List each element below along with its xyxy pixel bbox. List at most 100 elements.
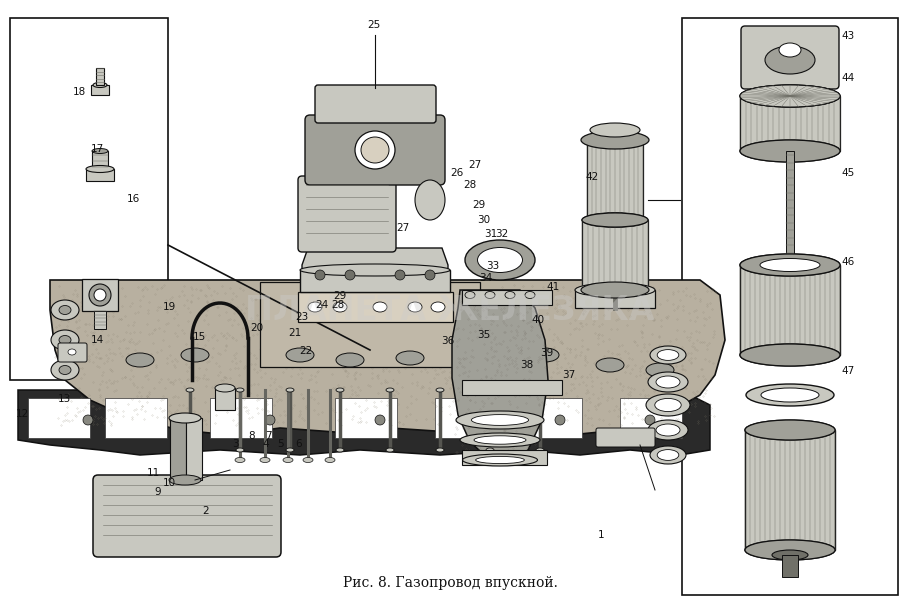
Ellipse shape — [581, 131, 649, 149]
Ellipse shape — [536, 448, 544, 452]
Ellipse shape — [215, 384, 235, 392]
Ellipse shape — [581, 282, 649, 298]
Ellipse shape — [336, 353, 364, 367]
Bar — [740, 96, 840, 151]
Ellipse shape — [436, 388, 444, 392]
Text: 30: 30 — [478, 215, 491, 225]
Ellipse shape — [260, 458, 270, 463]
Ellipse shape — [740, 140, 840, 162]
Text: 26: 26 — [451, 168, 464, 178]
Text: 29: 29 — [334, 291, 346, 301]
Ellipse shape — [59, 336, 71, 345]
Ellipse shape — [373, 302, 387, 312]
Polygon shape — [302, 248, 448, 270]
Ellipse shape — [505, 291, 515, 299]
Ellipse shape — [415, 180, 445, 220]
Bar — [435, 398, 497, 438]
Bar — [462, 450, 547, 465]
Ellipse shape — [286, 388, 294, 392]
Ellipse shape — [657, 450, 679, 460]
Circle shape — [265, 415, 275, 425]
Ellipse shape — [655, 398, 681, 412]
Ellipse shape — [59, 365, 71, 375]
Bar — [215, 388, 235, 410]
Ellipse shape — [94, 289, 106, 301]
Ellipse shape — [51, 300, 79, 320]
Text: 5: 5 — [277, 439, 284, 449]
Ellipse shape — [92, 149, 108, 154]
Ellipse shape — [286, 448, 294, 452]
Ellipse shape — [740, 85, 840, 107]
Ellipse shape — [650, 346, 686, 364]
Circle shape — [375, 415, 385, 425]
Bar — [575, 290, 655, 308]
Polygon shape — [18, 390, 710, 455]
Text: ПЛАНЕТА ЖЕЛЕЗЯКА: ПЛАНЕТА ЖЕЛЕЗЯКА — [245, 294, 655, 327]
Text: 28: 28 — [331, 300, 344, 310]
Bar — [92, 151, 108, 169]
Ellipse shape — [745, 540, 835, 560]
Bar — [462, 290, 552, 305]
Ellipse shape — [740, 85, 840, 107]
Text: 23: 23 — [295, 312, 308, 322]
Ellipse shape — [436, 448, 444, 452]
Bar — [782, 555, 798, 577]
Ellipse shape — [740, 344, 840, 366]
Bar — [745, 430, 835, 550]
Text: 22: 22 — [300, 346, 312, 356]
Ellipse shape — [169, 413, 201, 423]
Text: 27: 27 — [397, 223, 410, 232]
Text: 14: 14 — [91, 335, 104, 345]
Ellipse shape — [408, 302, 422, 312]
Bar — [260, 282, 480, 367]
Ellipse shape — [336, 388, 344, 392]
Text: 29: 29 — [472, 200, 485, 210]
Bar — [96, 68, 104, 85]
Text: 44: 44 — [842, 73, 854, 83]
Text: 34: 34 — [480, 273, 492, 283]
Ellipse shape — [286, 348, 314, 362]
Bar — [91, 85, 109, 95]
Ellipse shape — [336, 448, 344, 452]
Ellipse shape — [236, 388, 244, 392]
Ellipse shape — [472, 415, 528, 426]
Bar — [10, 18, 168, 380]
Circle shape — [555, 415, 565, 425]
FancyBboxPatch shape — [93, 475, 281, 557]
Ellipse shape — [475, 456, 525, 464]
Ellipse shape — [525, 291, 535, 299]
Text: 47: 47 — [842, 367, 854, 376]
Circle shape — [345, 270, 355, 280]
Ellipse shape — [386, 388, 394, 392]
Circle shape — [395, 270, 405, 280]
Ellipse shape — [93, 83, 107, 87]
Ellipse shape — [300, 264, 450, 276]
Text: 36: 36 — [442, 336, 454, 346]
Bar — [520, 398, 582, 438]
Text: 2: 2 — [202, 506, 209, 516]
Text: 32: 32 — [496, 229, 508, 239]
Bar — [620, 398, 682, 438]
Ellipse shape — [478, 248, 523, 273]
Ellipse shape — [186, 388, 194, 392]
Bar — [105, 398, 167, 438]
Ellipse shape — [536, 388, 544, 392]
Text: 19: 19 — [163, 302, 176, 311]
Ellipse shape — [431, 302, 445, 312]
Text: 20: 20 — [250, 323, 263, 333]
Bar — [210, 398, 272, 438]
Ellipse shape — [333, 302, 347, 312]
Ellipse shape — [325, 458, 335, 463]
Ellipse shape — [303, 458, 313, 463]
Ellipse shape — [646, 394, 690, 416]
Text: 16: 16 — [127, 194, 140, 204]
Ellipse shape — [648, 372, 688, 392]
FancyBboxPatch shape — [58, 343, 87, 362]
Text: 25: 25 — [367, 21, 380, 30]
Text: 40: 40 — [532, 316, 544, 325]
Ellipse shape — [740, 344, 840, 366]
Ellipse shape — [236, 448, 244, 452]
Text: 13: 13 — [58, 395, 71, 404]
Ellipse shape — [181, 348, 209, 362]
Ellipse shape — [485, 291, 495, 299]
